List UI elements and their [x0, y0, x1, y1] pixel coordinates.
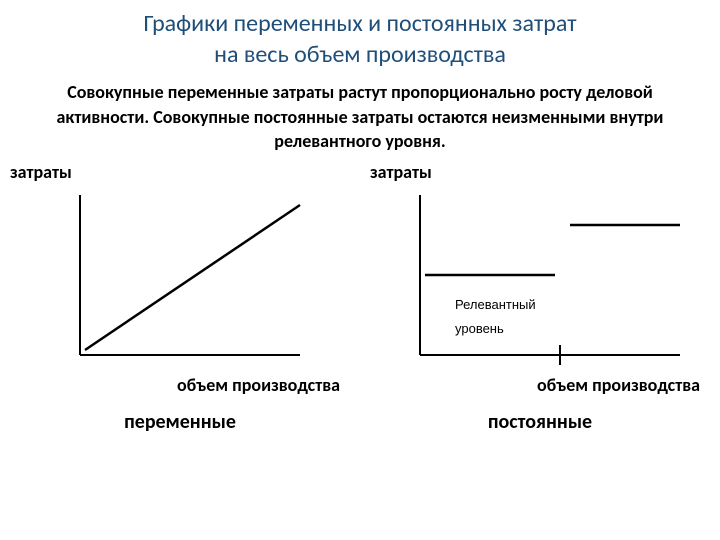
- x-axis-label: объем производства: [177, 374, 340, 396]
- variable-plot: [50, 185, 310, 370]
- fixed-plot-svg: Релевантный уровень: [390, 185, 690, 365]
- slide-title: Графики переменных и постоянных затрат н…: [0, 0, 720, 70]
- chart-name-fixed: постоянные: [488, 410, 592, 434]
- charts-row: затраты объем производства переменные за…: [0, 161, 720, 434]
- fixed-cost-chart: затраты Релевантный уровень объем произво…: [370, 161, 710, 434]
- title-line-2: на весь объем производства: [214, 40, 506, 69]
- relevant-level-annotation: Релевантный: [455, 297, 536, 312]
- slide-subtitle: Совокупные переменные затраты растут про…: [0, 70, 720, 153]
- title-line-1: Графики переменных и постоянных затрат: [143, 9, 576, 38]
- y-axis-label: затраты: [370, 161, 432, 183]
- x-axis-label: объем производства: [537, 374, 700, 396]
- relevant-level-annotation: уровень: [455, 321, 504, 336]
- variable-cost-chart: затраты объем производства переменные: [10, 161, 350, 434]
- variable-plot-svg: [50, 185, 310, 365]
- y-axis-label: затраты: [10, 161, 72, 183]
- fixed-plot: Релевантный уровень: [390, 185, 690, 370]
- chart-name-variable: переменные: [124, 410, 236, 434]
